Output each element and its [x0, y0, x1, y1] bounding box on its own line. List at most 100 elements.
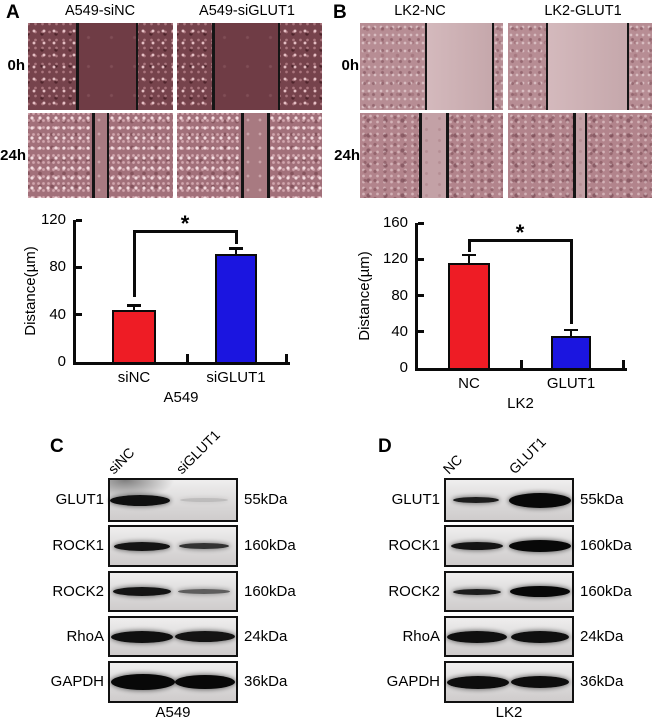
sig-bracket-bar — [468, 239, 573, 242]
wound-edge-line — [491, 23, 495, 110]
wound-edge-line — [135, 23, 139, 110]
column-title-a549-siglut1: A549-siGLUT1 — [199, 3, 295, 19]
sig-bracket-right-leg — [235, 230, 238, 244]
micrograph-B0-24h — [360, 113, 503, 198]
kda-label: 24kDa — [580, 627, 624, 645]
row-label-a-24h: 24h — [0, 147, 26, 164]
error-bar-stem — [235, 248, 237, 255]
protein-band — [451, 542, 503, 550]
y-tick-label: 80 — [391, 286, 408, 304]
y-tick — [417, 330, 424, 334]
y-axis-title: Distance(µm) — [356, 250, 373, 341]
category-label: NC — [458, 375, 480, 392]
kda-label: 160kDa — [580, 582, 632, 600]
protein-label: RhoA — [402, 627, 440, 645]
wound-edge-line — [277, 23, 280, 110]
wound-gap-region — [425, 23, 493, 110]
micrograph-A1-0h — [177, 23, 322, 110]
protein-band — [175, 675, 235, 689]
wound-edge-line — [626, 23, 630, 110]
bar-NC — [448, 262, 490, 370]
significance-star: * — [180, 211, 190, 236]
bar-siGLUT1 — [215, 254, 257, 364]
cell-monolayer-region — [492, 23, 503, 110]
wound-edge-line — [446, 113, 449, 198]
kda-label: 160kDa — [244, 582, 296, 600]
cell-monolayer-region — [177, 23, 214, 110]
cell-monolayer-region — [360, 113, 421, 198]
error-bar-cap — [564, 328, 578, 332]
protein-label: GLUT1 — [391, 491, 440, 508]
y-tick — [417, 294, 424, 297]
wound-edge-line — [584, 113, 588, 198]
sig-bracket-bar — [133, 230, 238, 233]
kda-label: 36kDa — [244, 673, 288, 690]
lane-label-siGLUT1: siGLUT1 — [172, 426, 224, 477]
micrograph-B0-0h — [360, 23, 503, 110]
blot-D-GLUT1 — [444, 478, 574, 522]
cell-monolayer-region — [585, 113, 652, 198]
micrograph-A0-0h — [28, 23, 173, 110]
category-label: GLUT1 — [546, 375, 596, 392]
protein-label: ROCK2 — [52, 582, 104, 600]
y-tick-label: 0 — [399, 359, 408, 376]
wound-edge-line — [545, 23, 549, 110]
blot-C-ROCK1 — [108, 525, 238, 567]
error-bar-stem — [133, 305, 135, 310]
column-title-lk2-nc: LK2-NC — [394, 3, 446, 19]
protein-label: GAPDH — [386, 673, 440, 690]
x-tick — [285, 354, 288, 362]
protein-band — [114, 541, 170, 551]
cell-monolayer-region — [447, 113, 503, 198]
panel-c-letter: C — [50, 436, 64, 457]
blot-C-RhoA — [108, 616, 238, 657]
y-tick — [417, 257, 424, 261]
category-label: siGLUT1 — [206, 369, 266, 386]
kda-label: 55kDa — [244, 491, 288, 508]
protein-band — [511, 676, 569, 688]
wound-edge-line — [573, 113, 576, 198]
bar-GLUT1 — [551, 336, 591, 370]
wound-gap-region — [213, 23, 279, 110]
cell-monolayer-region — [136, 23, 173, 110]
protein-band — [113, 587, 171, 596]
panel-d-letter: D — [378, 436, 392, 457]
protein-label: ROCK1 — [388, 537, 440, 554]
y-tick-label: 40 — [49, 305, 66, 323]
row-label-a-0h: 0h — [7, 57, 25, 74]
cell-monolayer-region — [28, 23, 78, 110]
panel-a-letter: A — [6, 2, 20, 23]
column-title-a549-sinc: A549-siNC — [64, 3, 136, 19]
y-tick-label: 120 — [382, 250, 408, 268]
protein-band — [111, 674, 175, 690]
sig-bracket-left-leg — [133, 230, 136, 297]
protein-band — [111, 630, 173, 643]
wound-edge-line — [241, 113, 244, 198]
y-tick-label: 80 — [49, 258, 66, 276]
column-title-lk2-glut1: LK2-GLUT1 — [544, 3, 622, 19]
protein-band — [511, 630, 569, 643]
x-axis-title: A549 — [163, 389, 199, 406]
protein-band — [510, 586, 570, 597]
protein-band — [447, 630, 507, 643]
protein-band — [179, 543, 229, 549]
protein-label: GLUT1 — [55, 491, 104, 508]
cell-monolayer-region — [268, 113, 322, 198]
y-tick-label: 40 — [391, 322, 408, 340]
blot-D-RhoA — [444, 616, 574, 657]
protein-band — [509, 492, 571, 508]
blot-D-ROCK1 — [444, 525, 574, 567]
lane-label-GLUT1: GLUT1 — [505, 433, 549, 477]
blot-D-GAPDH — [444, 661, 574, 703]
protein-band — [178, 589, 230, 594]
chart-B-x-axis — [414, 368, 627, 371]
protein-band — [509, 540, 571, 552]
error-bar-stem — [570, 329, 572, 337]
wound-gap-region — [546, 23, 628, 110]
error-bar-stem — [468, 254, 470, 263]
micrograph-A0-24h — [28, 113, 173, 198]
sig-bracket-right-leg — [570, 239, 573, 324]
cell-monolayer-region — [627, 23, 652, 110]
lane-label-NC: NC — [439, 451, 466, 477]
